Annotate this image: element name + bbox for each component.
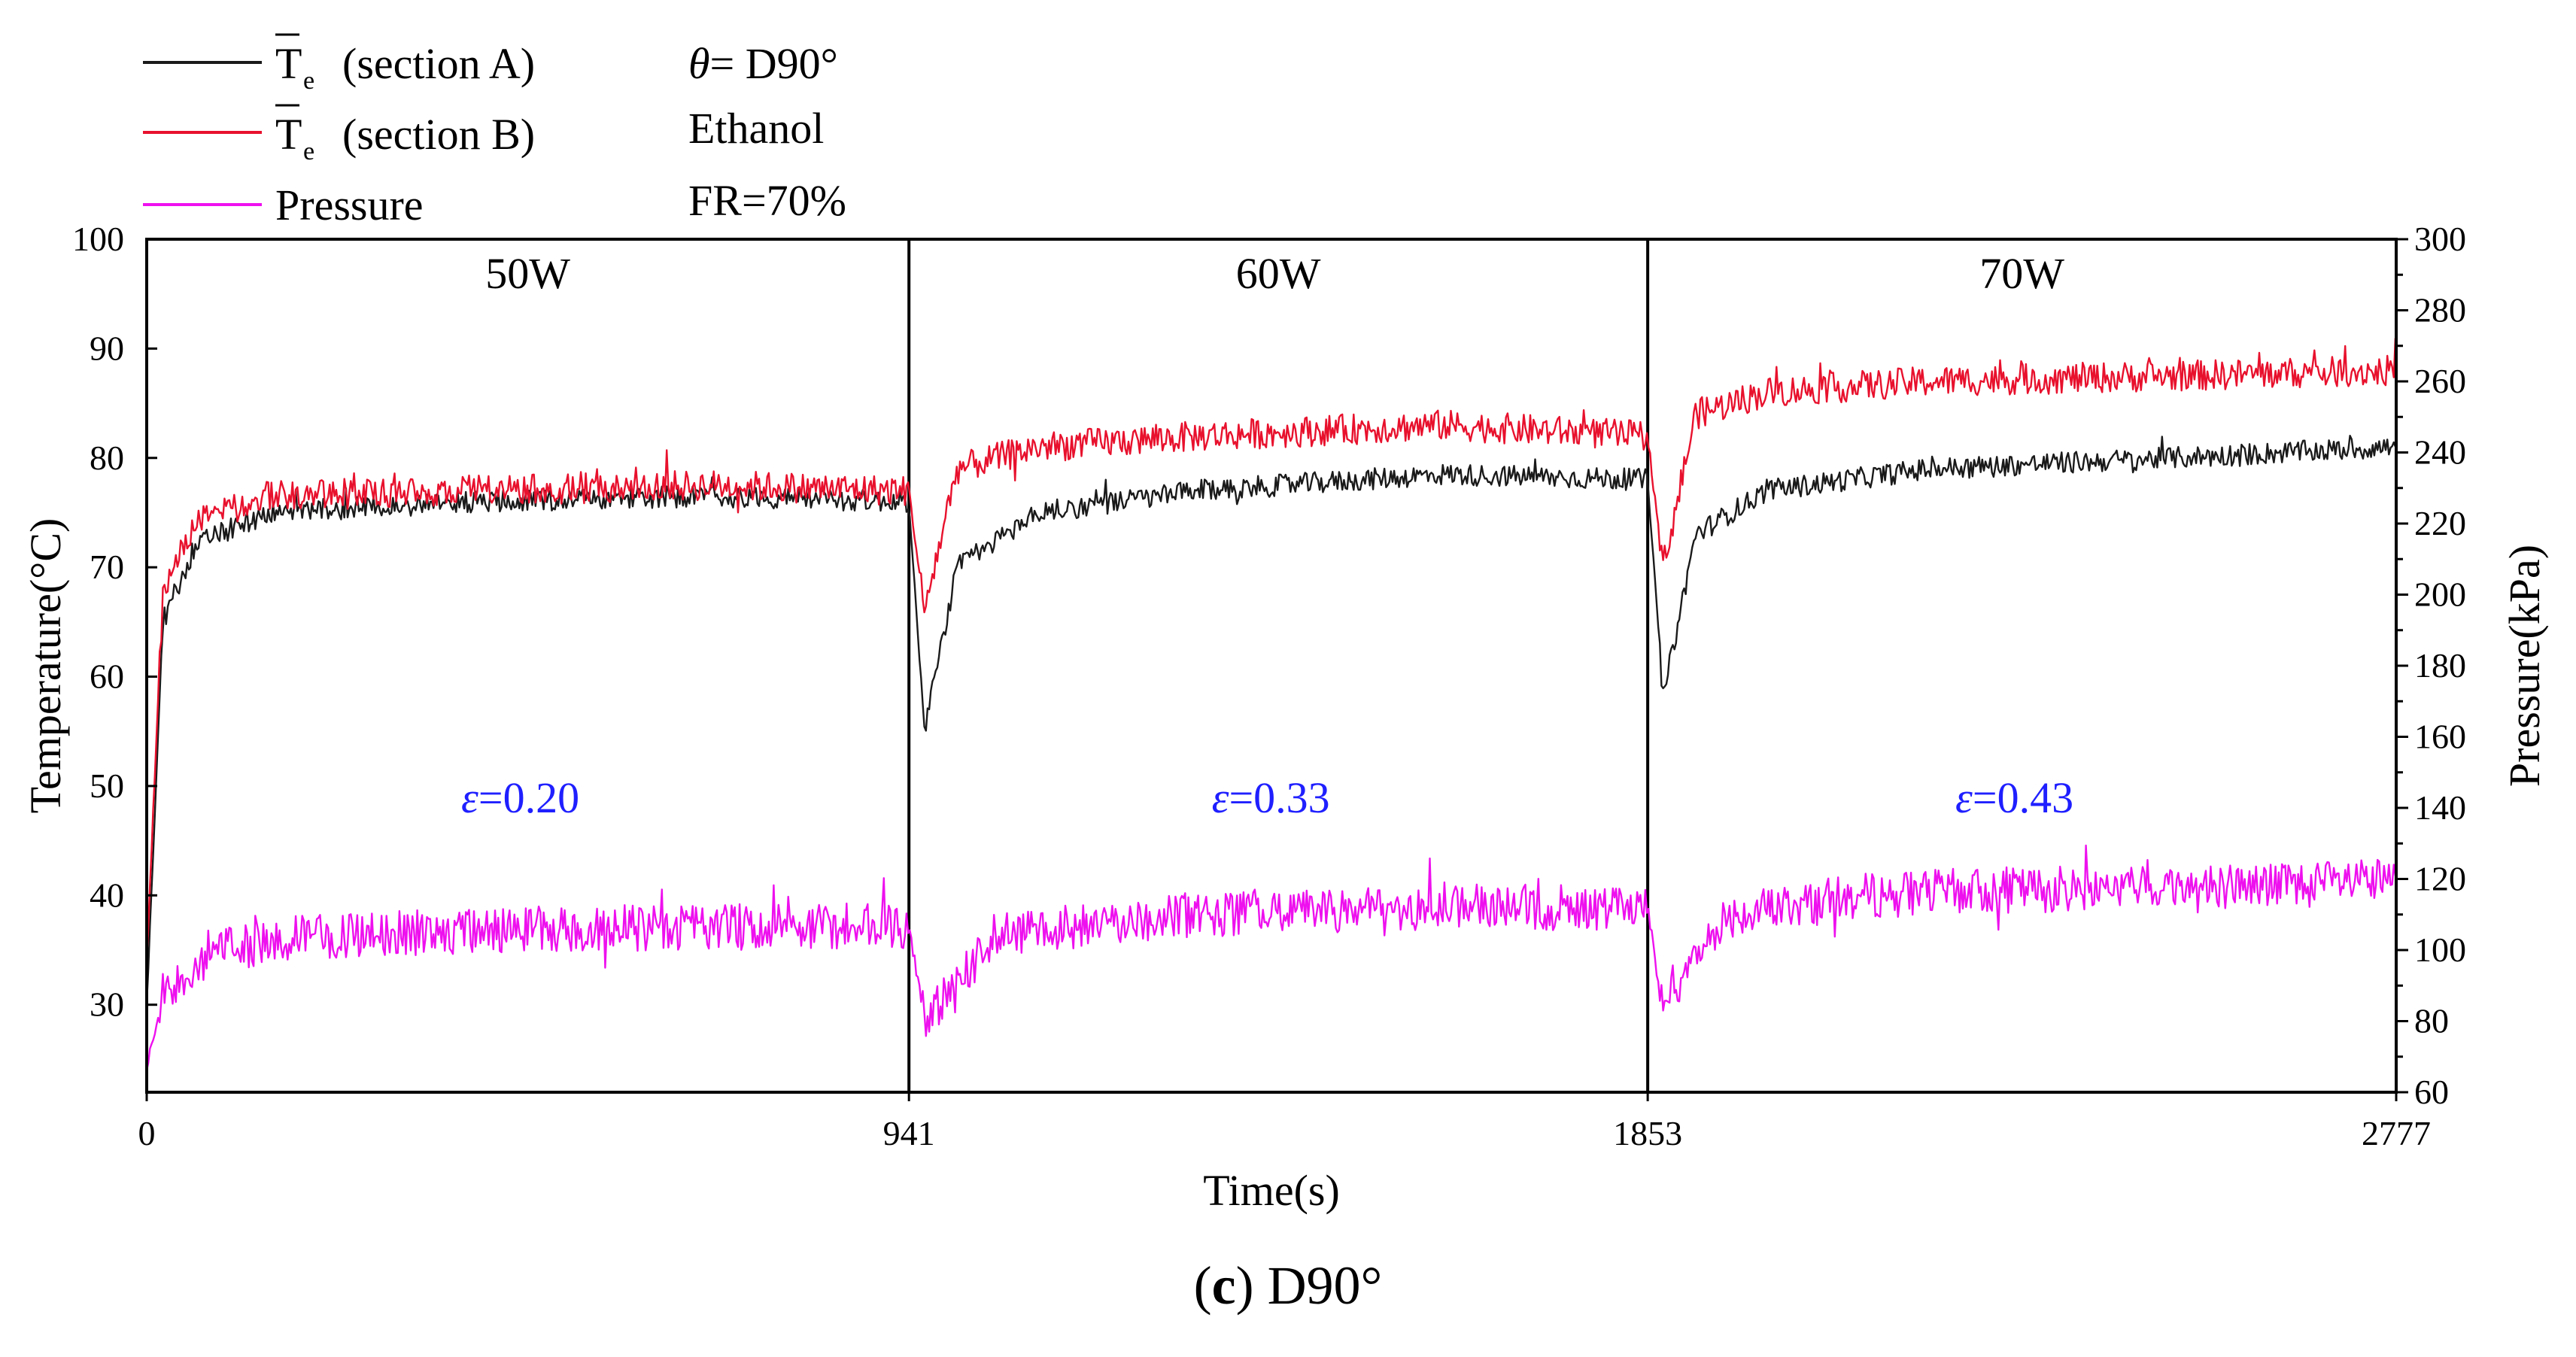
caption-text: D90° <box>1267 1255 1383 1316</box>
epsilon-value: =0.20 <box>478 773 579 822</box>
legend-symbol-section-a: T <box>275 39 302 88</box>
theta-symbol: θ <box>688 39 710 88</box>
fluid-label: Ethanol <box>688 104 824 153</box>
y-right-tick-label: 160 <box>2414 718 2466 756</box>
legend-entry-section-b: T e (section B) <box>143 104 535 165</box>
efficiency-label-3: ε=0.43 <box>1955 773 2073 822</box>
legend-label-section-a: (section A) <box>342 39 535 88</box>
y-right-tick-label: 240 <box>2414 433 2466 472</box>
power-label-70w: 70W <box>1979 249 2064 298</box>
efficiency-label-2: ε=0.33 <box>1212 773 1330 822</box>
legend-label-pressure: Pressure <box>275 181 424 229</box>
y-right-tick-label: 260 <box>2414 362 2466 400</box>
legend-label-section-b: (section B) <box>342 110 535 159</box>
epsilon-symbol: ε <box>1955 773 1973 822</box>
y-right-tick-label: 60 <box>2414 1073 2449 1111</box>
legend-subscript-section-a: e <box>303 67 314 95</box>
y-right-tick-label: 280 <box>2414 291 2466 329</box>
y-left-tick-label: 60 <box>90 657 124 696</box>
plot-frame <box>145 238 2398 1094</box>
legend-subscript-section-b: e <box>303 138 314 165</box>
x-axis-title: Time(s) <box>1203 1166 1340 1215</box>
series-line-section-b <box>145 338 2397 960</box>
y-right-axis-title: Pressure(kPa) <box>2500 545 2549 787</box>
efficiency-label-1: ε=0.20 <box>461 773 579 822</box>
x-tick-label: 0 <box>138 1114 156 1152</box>
theta-value: = D90° <box>710 39 838 88</box>
theta-label: θ= D90° <box>688 39 838 88</box>
fill-ratio-label: FR=70% <box>688 176 846 225</box>
y-right-tick-label: 300 <box>2414 220 2466 258</box>
epsilon-symbol: ε <box>461 773 478 822</box>
figure-caption: (c) D90° <box>1193 1255 1383 1316</box>
power-label-60w: 60W <box>1236 249 1321 298</box>
legend-entry-pressure: Pressure <box>143 181 424 229</box>
axes: 30 40 50 60 70 80 90 100 60 80 100 120 140 160 180 200 2… <box>21 220 2549 1215</box>
y-right-tick-label: 180 <box>2414 646 2466 685</box>
condition-labels: θ= D90° Ethanol FR=70% <box>688 39 846 225</box>
series-line-pressure <box>145 844 2397 1071</box>
caption-letter: c <box>1211 1255 1236 1316</box>
y-right-tick-label: 120 <box>2414 860 2466 898</box>
y-left-tick-label: 90 <box>90 329 124 367</box>
series-lines <box>145 338 2397 1071</box>
y-right-tick-label: 140 <box>2414 788 2466 827</box>
legend-entry-section-a: T e (section A) <box>143 33 535 95</box>
epsilon-value: =0.33 <box>1229 773 1329 822</box>
y-left-tick-label: 50 <box>90 767 124 805</box>
y-right-tick-label: 100 <box>2414 930 2466 969</box>
legend: T e (section A) T e (section B) Pressure… <box>143 33 846 229</box>
segment-dividers <box>907 239 1650 1092</box>
y-right-tick-label: 200 <box>2414 575 2466 614</box>
x-tick-label: 1853 <box>1613 1114 1682 1152</box>
power-label-50w: 50W <box>485 249 570 298</box>
y-left-tick-label: 40 <box>90 876 124 914</box>
y-right-tick-label: 220 <box>2414 504 2466 542</box>
y-left-tick-label: 100 <box>72 220 124 258</box>
epsilon-symbol: ε <box>1212 773 1229 822</box>
y-left-axis-title: Temperature(°C) <box>21 518 70 814</box>
y-left-tick-label: 80 <box>90 439 124 477</box>
epsilon-value: =0.43 <box>1973 773 2073 822</box>
y-left-tick-label: 70 <box>90 548 124 586</box>
y-right-tick-label: 80 <box>2414 1002 2449 1040</box>
legend-symbol-section-b: T <box>275 110 302 159</box>
x-tick-label: 2777 <box>2362 1114 2431 1152</box>
x-tick-label: 941 <box>883 1114 935 1152</box>
y-left-tick-label: 30 <box>90 985 124 1024</box>
